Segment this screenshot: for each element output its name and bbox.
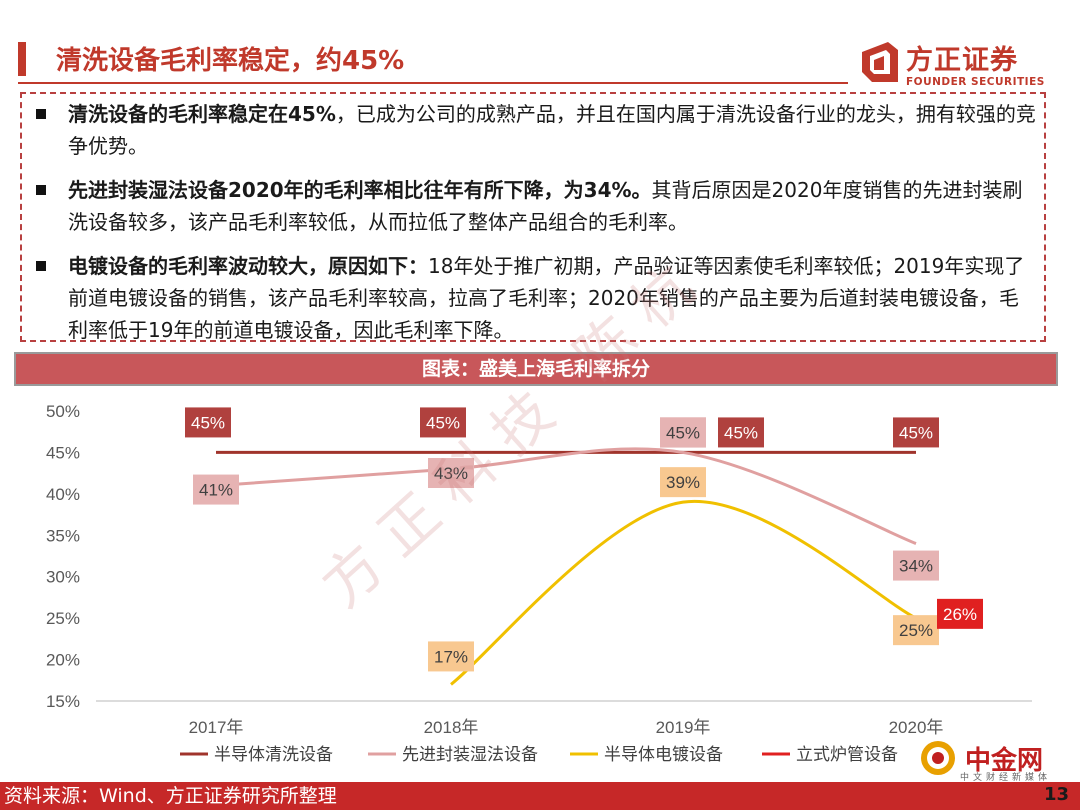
bullet-item: 电镀设备的毛利率波动较大，原因如下：18年处于推广初期，产品验证等因素使毛利率较…	[36, 250, 1036, 346]
bullet-item: 先进封装湿法设备2020年的毛利率相比往年有所下降，为34%。其背后原因是202…	[36, 174, 1036, 238]
cngold-subtext: 中文财经新媒体	[960, 773, 1052, 783]
legend-label: 半导体清洗设备	[214, 745, 333, 764]
logo-text-en: FOUNDER SECURITIES	[906, 76, 1045, 88]
founder-logo-icon	[862, 42, 898, 82]
data-label-s1-bg	[893, 417, 939, 448]
data-label-s2-bg	[660, 417, 706, 448]
y-tick-label: 35%	[46, 526, 80, 545]
data-label-s3: 39%	[666, 473, 700, 492]
footer-bar	[0, 782, 1080, 810]
series-line-3	[450, 499, 917, 686]
y-tick-label: 50%	[46, 402, 80, 421]
y-tick-label: 30%	[46, 568, 80, 587]
chart-title-bar: 图表：盛美上海毛利率拆分	[14, 352, 1058, 386]
title-accent-bar	[18, 42, 26, 76]
line-chart: 15% 20% 25% 30% 35% 40% 45% 50% 2017年 2018年 2019年 2…	[46, 402, 1032, 764]
bullet-text: 18年处于推广初期，产品验证等因素使毛利率较低；2019年实现了前道电镀设备的销…	[68, 254, 1025, 342]
data-label-s2: 41%	[199, 481, 233, 500]
bullet-bold: 先进封装湿法设备2020年的毛利率相比往年有所下降，为34%。	[68, 178, 652, 202]
page-title: 清洗设备毛利率稳定，约45%	[56, 46, 405, 76]
page-number: 13	[1044, 784, 1070, 805]
y-tick-label: 40%	[46, 485, 80, 504]
data-label-s1: 45%	[191, 413, 225, 432]
bullet-text: ，已成为公司的成熟产品，并且在国内属于清洗设备行业的龙头，拥有较强的竞争优势。	[68, 102, 1036, 158]
series-line-2	[215, 447, 917, 545]
bullet-bold: 电镀设备的毛利率波动较大，原因如下：	[68, 254, 428, 278]
data-label-extra-bg	[718, 417, 764, 448]
legend-label: 半导体电镀设备	[604, 745, 723, 764]
data-label-s4: 26%	[943, 605, 977, 624]
data-label-s2: 34%	[899, 557, 933, 576]
bullet-item: 清洗设备的毛利率稳定在45%，已成为公司的成熟产品，并且在国内属于清洗设备行业的…	[36, 98, 1036, 162]
data-label-s1-bg	[420, 407, 466, 438]
y-tick-label: 20%	[46, 651, 80, 670]
y-tick-label: 45%	[46, 443, 80, 462]
founder-logo: 方正证券 FOUNDER SECURITIES	[862, 38, 1052, 92]
data-label-s4-bg	[937, 598, 983, 629]
data-label-s3-bg	[660, 467, 706, 498]
data-label-s2: 45%	[666, 423, 700, 442]
chart-title: 图表：盛美上海毛利率拆分	[421, 358, 650, 380]
bullet-square-icon	[36, 109, 46, 119]
cngold-text: 中金网	[965, 746, 1044, 776]
data-label-s2-bg	[893, 550, 939, 581]
bullet-square-icon	[36, 261, 46, 271]
summary-box: 清洗设备的毛利率稳定在45%，已成为公司的成熟产品，并且在国内属于清洗设备行业的…	[20, 92, 1046, 342]
x-tick-label: 2018年	[424, 718, 479, 737]
data-label-s3: 17%	[434, 647, 468, 666]
cngold-icon	[921, 741, 955, 775]
bullet-square-icon	[36, 185, 46, 195]
logo-text-cn: 方正证券	[906, 45, 1018, 76]
y-tick-label: 25%	[46, 609, 80, 628]
x-tick-label: 2019年	[656, 718, 711, 737]
source-note: 资料来源：Wind、方正证券研究所整理	[4, 785, 337, 807]
data-label-s2-bg	[193, 474, 239, 505]
title-underline	[18, 82, 848, 84]
bullet-bold: 清洗设备的毛利率稳定在45%	[68, 102, 336, 126]
legend-label: 立式炉管设备	[796, 745, 898, 764]
data-label-s1-bg	[185, 407, 231, 438]
data-label-extra: 45%	[724, 423, 758, 442]
data-label-s3: 25%	[899, 621, 933, 640]
x-tick-label: 2020年	[889, 718, 944, 737]
y-tick-label: 15%	[46, 692, 80, 711]
data-label-s3-bg	[893, 615, 939, 646]
data-label-s3-bg	[428, 641, 474, 672]
bullet-text: 其背后原因是2020年度销售的先进封装刷洗设备较多，该产品毛利率较低，从而拉低了…	[68, 178, 1023, 234]
data-label-s1: 45%	[426, 413, 460, 432]
cngold-logo: 中金网 中文财经新媒体	[920, 740, 1070, 783]
data-label-s2-bg	[428, 458, 474, 488]
data-label-s1: 45%	[899, 423, 933, 442]
data-label-s2: 43%	[434, 464, 468, 483]
x-tick-label: 2017年	[189, 718, 244, 737]
legend-label: 先进封装湿法设备	[402, 745, 538, 764]
